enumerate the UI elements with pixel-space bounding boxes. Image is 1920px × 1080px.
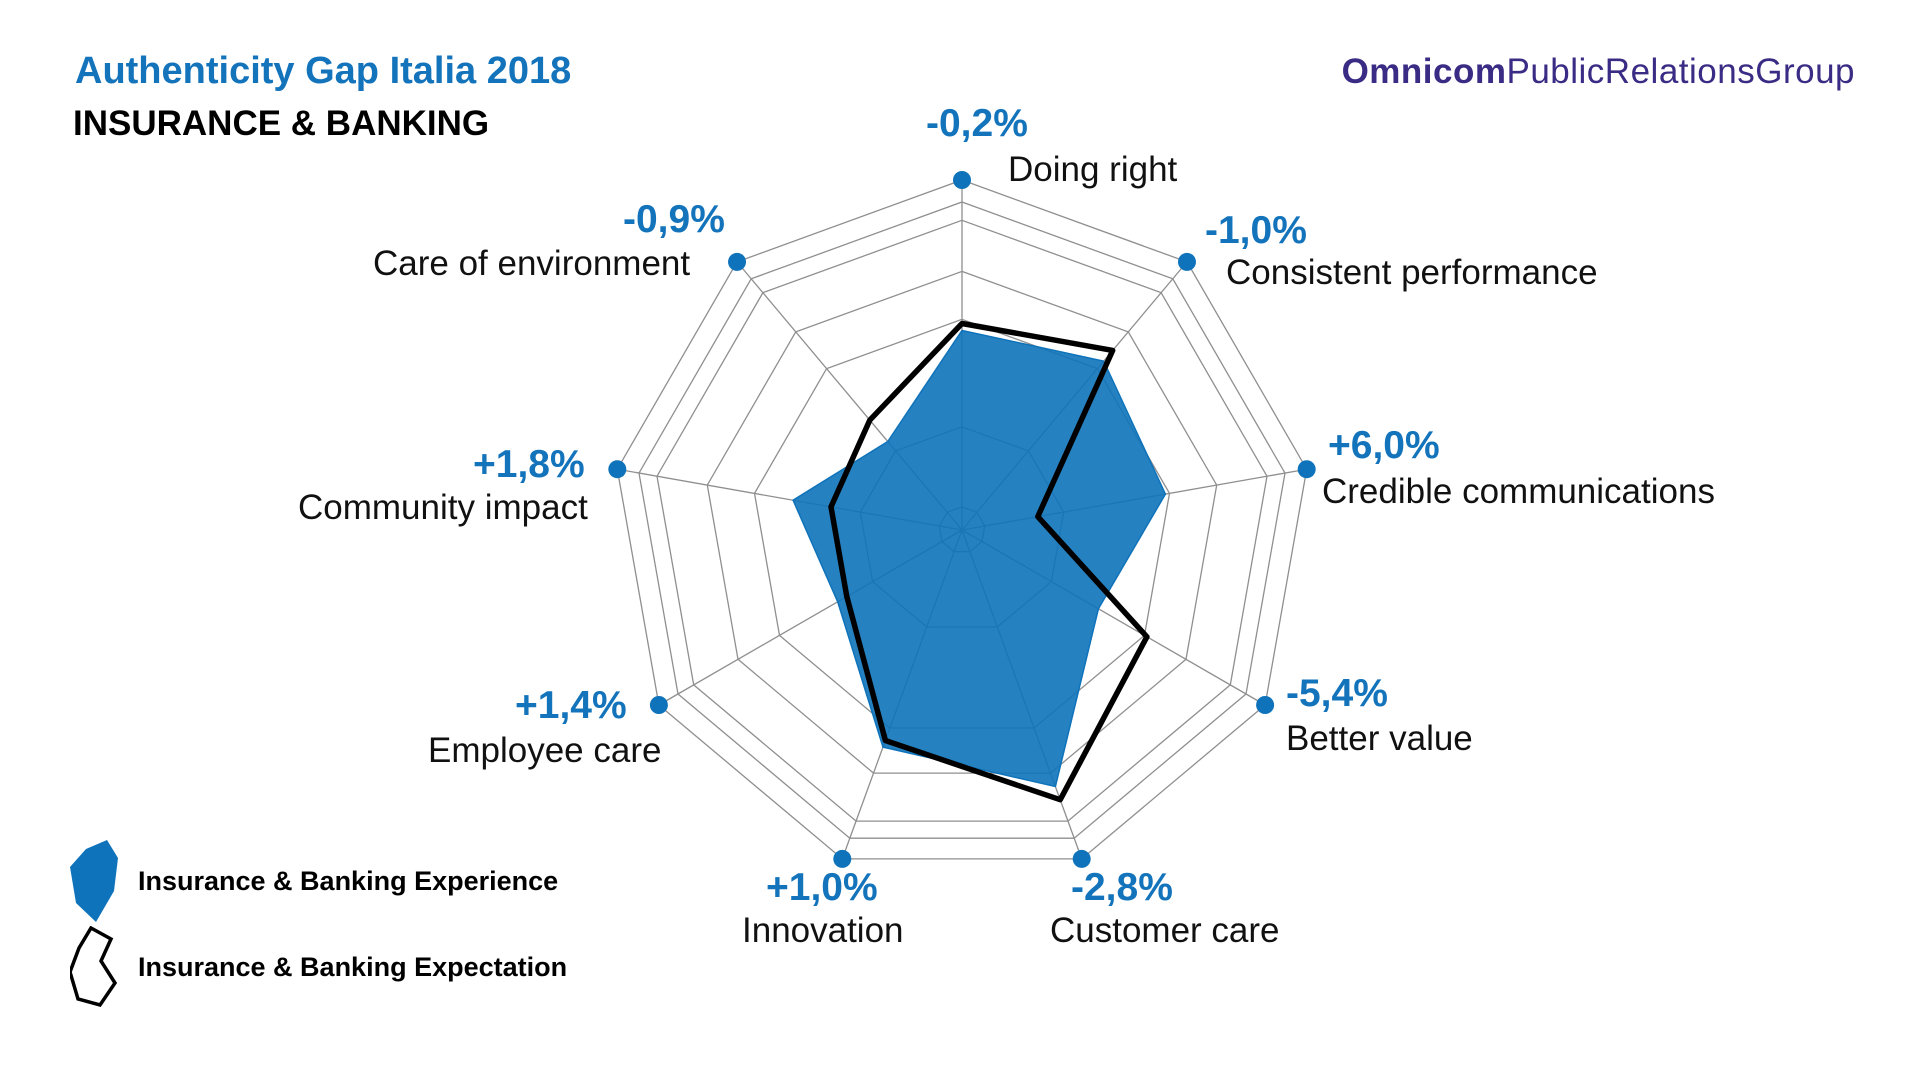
legend-label-expectation: Insurance & Banking Expectation [138, 951, 568, 982]
axis-gap-value-innovation: +1,0% [766, 866, 878, 909]
axis-gap-value-care-of-environment: -0,9% [623, 198, 725, 241]
axis-gap-value-community-impact: +1,8% [473, 443, 585, 486]
axis-tip-dot [1297, 460, 1316, 479]
axis-tip-dot [608, 460, 627, 479]
axis-category-label-better-value: Better value [1286, 719, 1473, 758]
radar-grid-ring [638, 201, 1286, 839]
page-title: Authenticity Gap Italia 2018 [75, 50, 572, 92]
axis-category-label-customer-care: Customer care [1050, 911, 1280, 950]
axis-category-label-consistent-performance: Consistent performance [1226, 253, 1598, 292]
axis-tip-dot [1072, 849, 1091, 868]
logo-light-text: PublicRelationsGroup [1506, 52, 1855, 91]
axis-category-label-credible-communications: Credible communications [1322, 472, 1715, 511]
axis-gap-value-consistent-performance: -1,0% [1205, 209, 1307, 252]
axis-tip-dot [953, 171, 971, 189]
axis-tip-dot [833, 849, 852, 868]
experience-swatch-icon [70, 840, 118, 922]
axis-tip-dot [1177, 252, 1196, 271]
axis-gap-value-doing-right: -0,2% [926, 102, 1028, 145]
legend-label-experience: Insurance & Banking Experience [138, 865, 559, 896]
axis-gap-value-customer-care: -2,8% [1071, 866, 1173, 909]
legend-item-expectation: Insurance & Banking Expectation [70, 924, 567, 1010]
axis-gap-value-employee-care: +1,4% [515, 684, 627, 727]
experience-polygon [792, 329, 1167, 788]
radar-grid-ring [616, 179, 1308, 860]
legend: Insurance & Banking Experience Insurance… [70, 838, 567, 1010]
radar-grid-ring [656, 219, 1268, 822]
legend-item-experience: Insurance & Banking Experience [70, 838, 567, 924]
axis-gap-value-better-value: -5,4% [1286, 672, 1388, 715]
axis-category-label-care-of-environment: Care of environment [373, 244, 691, 283]
axis-tip-dot [649, 696, 668, 714]
axis-category-label-innovation: Innovation [742, 911, 904, 950]
axis-tip-dot [1256, 696, 1275, 714]
omnicom-logo: OmnicomPublicRelationsGroup [1342, 52, 1855, 92]
page-subtitle: INSURANCE & BANKING [73, 104, 490, 143]
axis-gap-value-credible-communications: +6,0% [1328, 424, 1440, 467]
expectation-swatch-icon [70, 926, 118, 1008]
axis-category-label-employee-care: Employee care [428, 731, 662, 770]
axis-tip-dot [728, 252, 747, 271]
axis-category-label-community-impact: Community impact [298, 488, 588, 527]
expectation-polygon [828, 320, 1150, 803]
logo-bold-text: Omnicom [1341, 52, 1507, 91]
radar-grid-ring [706, 270, 1218, 774]
axis-category-label-doing-right: Doing right [1008, 150, 1178, 189]
